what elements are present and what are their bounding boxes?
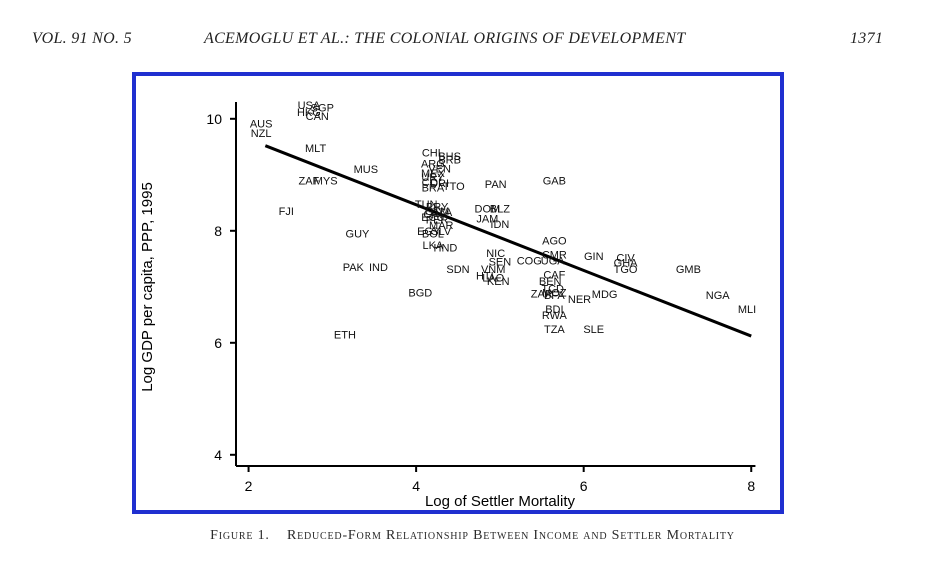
country-point-lka: LKA xyxy=(422,240,443,252)
country-point-nga: NGA xyxy=(706,290,731,302)
country-point-ago: AGO xyxy=(542,235,567,247)
figure-caption: Figure 1. Reduced-Form Relationship Betw… xyxy=(0,528,945,544)
country-point-pry: PRY xyxy=(426,202,449,214)
country-point-vnm: VNM xyxy=(481,264,505,276)
country-point-aus: AUS xyxy=(250,118,273,130)
y-tick-label: 8 xyxy=(214,223,222,239)
country-point-cmr: CMR xyxy=(542,249,567,261)
country-point-can: CAN xyxy=(306,111,329,123)
country-point-tun: TUN xyxy=(415,199,438,211)
country-point-bgd: BGD xyxy=(408,287,432,299)
figure-caption-label: Figure 1. xyxy=(210,528,270,543)
country-point-chl: CHL xyxy=(422,147,444,159)
x-axis-ticks: 2 4 6 8 xyxy=(245,466,755,494)
country-point-gha: GHA xyxy=(614,258,639,270)
y-axis-label: Log GDP per capita, PPP, 1995 xyxy=(139,182,156,392)
country-point-zar: ZAR xyxy=(531,289,553,301)
x-tick-label: 8 xyxy=(747,478,755,494)
country-point-mlt: MLT xyxy=(305,143,326,155)
country-point-cog: COG xyxy=(517,255,542,267)
country-point-ury: URY xyxy=(421,172,445,184)
country-point-col: COL xyxy=(422,177,445,189)
y-tick-label: 4 xyxy=(214,447,222,463)
country-point-pak: PAK xyxy=(343,262,365,274)
country-point-ecu: ECU xyxy=(421,212,444,224)
y-axis-ticks: 4 6 8 10 xyxy=(206,111,236,463)
country-point-per: PER xyxy=(426,215,449,227)
country-point-guy: GUY xyxy=(346,229,371,241)
country-point-caf: CAF xyxy=(543,269,565,281)
country-point-hkg: HKG xyxy=(297,107,321,119)
country-point-gab: GAB xyxy=(543,175,566,187)
figure-caption-title: Reduced-Form Relationship Between Income… xyxy=(286,528,735,543)
page-number: 1371 xyxy=(850,30,884,47)
country-point-civ: CIV xyxy=(616,253,635,265)
country-point-tza: TZA xyxy=(544,324,565,336)
country-point-blz: BLZ xyxy=(490,203,510,215)
running-head: VOL. 91 NO. 5 ACEMOGLU ET AL.: THE COLON… xyxy=(0,30,945,52)
country-point-pan: PAN xyxy=(485,179,507,191)
country-point-dom: DOM xyxy=(475,203,501,215)
country-point-mus: MUS xyxy=(354,164,378,176)
country-point-zaf: ZAF xyxy=(298,175,319,187)
country-point-idn: IDN xyxy=(490,219,509,231)
country-point-gtm: GTM xyxy=(425,206,449,218)
y-tick-label: 6 xyxy=(214,335,222,351)
country-point-bdi: BDI xyxy=(545,304,563,316)
country-point-moz: MOZ xyxy=(542,287,567,299)
country-point-ner: NER xyxy=(568,294,591,306)
journal-volume: VOL. 91 NO. 5 xyxy=(32,30,132,47)
country-point-uga: UGA xyxy=(541,255,566,267)
country-point-usa: USA xyxy=(298,100,321,112)
country-point-ind: IND xyxy=(369,262,388,274)
country-point-sgp: SGP xyxy=(311,103,334,115)
x-tick-label: 6 xyxy=(580,478,588,494)
country-point-jam: JAM xyxy=(476,213,498,225)
country-point-slv: SLV xyxy=(431,226,452,238)
country-point-sen: SEN xyxy=(489,257,512,269)
country-point-nic: NIC xyxy=(486,248,505,260)
country-point-arg: ARG xyxy=(421,159,445,171)
country-point-fji: FJI xyxy=(279,206,294,218)
country-point-bra: BRA xyxy=(422,183,445,195)
country-point-lao: LAO xyxy=(482,272,504,284)
country-point-bhs: BHS xyxy=(438,151,461,163)
country-point-bol: BOL xyxy=(422,229,444,241)
x-axis-label: Log of Settler Mortality xyxy=(425,493,576,510)
country-point-eth: ETH xyxy=(334,329,356,341)
country-point-dza: DZA xyxy=(430,207,453,219)
country-point-mar: MAR xyxy=(429,220,454,232)
y-tick-label: 10 xyxy=(206,111,222,127)
country-point-mdg: MDG xyxy=(592,289,618,301)
country-point-egy: EGY xyxy=(417,226,441,238)
country-point-dri: DRI xyxy=(430,178,449,190)
country-point-nzl: NZL xyxy=(251,128,272,140)
x-tick-label: 4 xyxy=(412,478,420,494)
country-point-cri: CRI xyxy=(423,209,442,221)
article-running-title: ACEMOGLU ET AL.: THE COLONIAL ORIGINS OF… xyxy=(204,30,686,47)
country-point-mex: MEX xyxy=(421,168,446,180)
country-point-ben: BEN xyxy=(539,276,562,288)
country-point-rwa: RWA xyxy=(542,310,568,322)
country-point-sdn: SDN xyxy=(446,264,469,276)
country-point-hti: HTI xyxy=(476,271,494,283)
x-tick-label: 2 xyxy=(245,478,253,494)
country-point-bfa: BFA xyxy=(544,290,565,302)
country-point-ken: KEN xyxy=(487,276,510,288)
country-point-gin: GIN xyxy=(584,251,604,263)
country-point-tcd: TCD xyxy=(541,283,564,295)
country-point-mli: MLI xyxy=(738,304,756,316)
country-point-sle: SLE xyxy=(583,324,604,336)
country-point-mys: MYS xyxy=(314,175,338,187)
country-point-tto: TTO xyxy=(443,181,465,193)
country-point-brb: BRB xyxy=(438,155,461,167)
country-point-hnd: HND xyxy=(434,243,458,255)
regression-fit-line xyxy=(264,144,752,338)
country-point-gmb: GMB xyxy=(676,264,701,276)
figure-frame xyxy=(132,72,784,514)
country-point-tgo: TGO xyxy=(614,264,638,276)
country-point-ven: VEN xyxy=(428,164,451,176)
